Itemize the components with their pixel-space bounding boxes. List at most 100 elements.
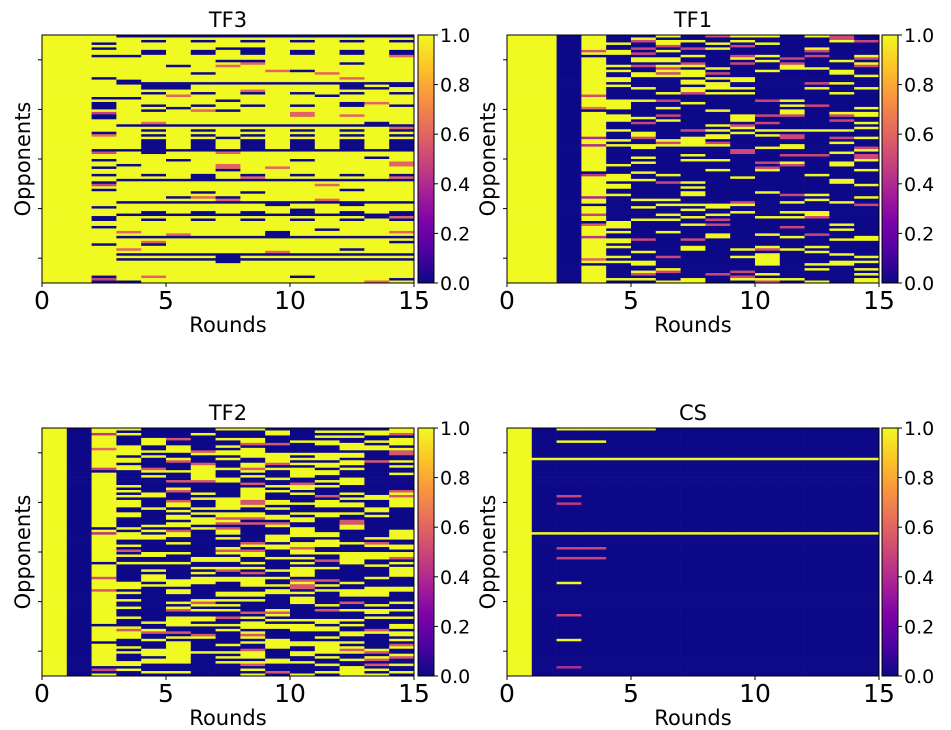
heatmap-cell [290, 621, 316, 625]
heatmap-cell [755, 263, 781, 266]
heatmap-cell [339, 265, 365, 269]
heatmap-cell [804, 74, 830, 78]
heatmap-cell [42, 561, 68, 565]
heatmap-cell [730, 211, 756, 214]
heatmap-cell [290, 211, 316, 214]
heatmap-cell [730, 186, 756, 190]
heatmap-cell [556, 621, 582, 625]
heatmap-cell [116, 72, 142, 75]
heatmap-cell [730, 141, 756, 145]
heatmap-cell [314, 166, 340, 170]
heatmap-cell [314, 49, 340, 53]
heatmap-cell [265, 149, 291, 152]
heatmap-cell [166, 552, 192, 555]
heatmap-cell [190, 435, 216, 439]
heatmap-cell [581, 178, 607, 182]
heatmap-cell [166, 156, 192, 160]
heatmap-cell [389, 579, 415, 583]
heatmap-cell [265, 601, 291, 605]
heatmap-cell [314, 638, 340, 642]
heatmap-cell [531, 569, 557, 573]
heatmap-cell [581, 156, 607, 160]
heatmap-cell [507, 499, 533, 503]
heatmap-cell [265, 482, 291, 486]
heatmap-cell [190, 250, 216, 254]
heatmap-cell [680, 216, 706, 219]
heatmap-cell [190, 671, 216, 674]
heatmap-cell [631, 77, 657, 80]
heatmap-cell [141, 101, 167, 105]
heatmap-cell [42, 79, 68, 83]
heatmap-cell [91, 584, 117, 588]
heatmap-cell [705, 206, 731, 209]
heatmap-cell [265, 235, 291, 239]
heatmap-cell [389, 561, 415, 565]
heatmap-cell [755, 116, 781, 120]
heatmap-cell [265, 82, 291, 85]
heatmap-cell [314, 69, 340, 73]
heatmap-cell [215, 447, 241, 451]
heatmap-cell [66, 131, 92, 135]
heatmap-cell [314, 547, 340, 550]
heatmap-cell [66, 39, 92, 43]
heatmap-cell [339, 270, 365, 274]
heatmap-cell [829, 248, 855, 252]
heatmap-cell [829, 233, 855, 237]
heatmap-cell [705, 168, 731, 172]
heatmap-cell [606, 183, 632, 187]
heatmap-cell [215, 589, 241, 592]
heatmap-cell [779, 196, 805, 199]
heatmap-cell [314, 216, 340, 219]
heatmap-cell [364, 39, 390, 43]
heatmap-cell [314, 596, 340, 600]
heatmap-cell [42, 428, 68, 431]
heatmap-cell [854, 163, 880, 167]
heatmap-cell [66, 462, 92, 466]
heatmap-cell [655, 129, 681, 133]
heatmap-cell [631, 201, 657, 204]
heatmap-cell [556, 69, 582, 73]
heatmap-cell [804, 191, 830, 195]
heatmap-cell [116, 651, 142, 654]
heatmap-cell [339, 62, 365, 66]
heatmap-cell [581, 82, 607, 85]
heatmap-cell [606, 106, 632, 110]
heatmap-cell [339, 74, 365, 78]
x-axis-label: Rounds [189, 706, 266, 730]
heatmap-cell [364, 611, 390, 615]
heatmap-cell [507, 82, 533, 85]
heatmap-cell [91, 270, 117, 274]
heatmap-cell [389, 435, 415, 439]
heatmap-cell [507, 198, 533, 202]
heatmap-cell [290, 82, 316, 85]
heatmap-cell [804, 69, 830, 73]
heatmap-cell [166, 671, 192, 674]
heatmap-cell [556, 586, 582, 590]
heatmap-cell [141, 465, 167, 468]
heatmap-cell [364, 492, 390, 496]
heatmap-cell [116, 668, 142, 672]
heatmap-cell [389, 616, 415, 620]
heatmap-cell [240, 529, 266, 533]
heatmap-cell [141, 549, 167, 553]
heatmap-cell [829, 250, 855, 254]
heatmap-cell [91, 144, 117, 147]
heatmap-cell [116, 584, 142, 588]
heatmap-cell [804, 211, 830, 214]
heatmap-cell [804, 223, 830, 227]
heatmap-cell [581, 233, 607, 237]
heatmap-cell [141, 163, 167, 167]
heatmap-cell [141, 188, 167, 192]
heatmap-cell [779, 258, 805, 261]
heatmap-cell [389, 161, 415, 165]
heatmap-cell [631, 230, 657, 234]
heatmap-cell [854, 52, 880, 56]
heatmap-cell [606, 265, 632, 269]
heatmap-cell [215, 106, 241, 110]
heatmap-cell [42, 77, 68, 80]
heatmap-cell [829, 223, 855, 227]
heatmap-cell [755, 134, 781, 137]
heatmap-cell [680, 243, 706, 247]
heatmap-cell [240, 586, 266, 590]
heatmap-cell [116, 432, 142, 436]
